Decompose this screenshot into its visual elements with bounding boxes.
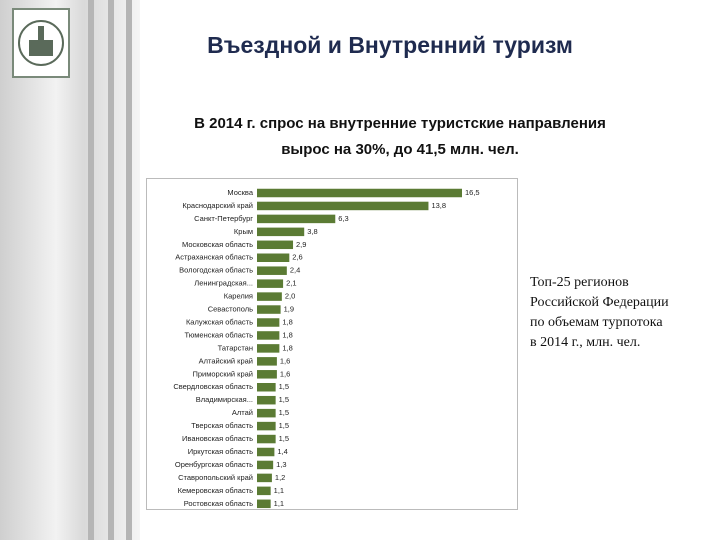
value-label: 1,5 [279,395,289,404]
value-label: 3,8 [307,227,317,236]
category-label: Ленинградская... [194,279,253,288]
bar [257,357,277,366]
bar [257,460,274,470]
caption-line: по объемам турпотока [530,315,663,330]
caption-line: Российской Федерации [530,295,669,310]
bar [257,266,287,275]
bar [257,240,294,250]
decor [88,0,94,540]
bar [257,499,271,509]
category-label: Калужская область [186,317,253,326]
value-label: 1,1 [274,486,284,495]
category-label: Тюменская область [184,330,253,339]
category-label: Ивановская область [182,434,253,443]
category-label: Ставропольский край [178,473,253,482]
bar [257,292,282,301]
logo-icon [18,20,64,66]
value-label: 2,1 [286,279,296,288]
side-strip [0,0,140,540]
value-label: 1,6 [280,369,290,378]
decor [126,0,132,540]
category-label: Астраханская область [175,253,253,262]
value-label: 1,5 [279,421,289,430]
decor [108,0,114,540]
value-label: 1,2 [275,473,285,482]
chart: Москва 16,5 Краснодарский край 13,8 Санкт-Пе… [146,178,518,510]
category-label: Ростовская область [184,499,253,508]
value-label: 1,8 [282,317,292,326]
bar [257,486,271,496]
caption-line: в 2014 г., млн. чел. [530,335,641,350]
category-label: Алтайский край [199,356,253,365]
value-label: 13,8 [431,201,446,210]
category-label: Карелия [224,292,253,301]
category-label: Алтай [232,408,253,417]
caption-line: Топ-25 регионов [530,275,629,290]
value-label: 6,3 [338,214,348,223]
bar [257,434,276,444]
value-label: 2,0 [285,292,295,301]
slide-title: Въездной и Внутренний туризм [207,32,573,58]
category-label: Краснодарский край [182,201,253,210]
value-label: 1,6 [280,356,290,365]
bar [257,331,280,340]
value-label: 1,5 [279,434,289,443]
value-label: 16,5 [465,188,480,197]
value-label: 1,5 [279,408,289,417]
value-label: 1,8 [282,343,292,352]
bar [257,473,272,483]
category-label: Оренбургская область [175,460,253,469]
category-label: Кемеровская область [178,486,253,495]
bar [257,201,429,211]
value-label: 1,4 [277,447,287,456]
value-label: 1,8 [282,330,292,339]
bar [257,395,276,405]
bar [257,253,290,262]
bar [257,227,305,237]
bar [257,305,281,314]
value-label: 1,1 [274,499,284,508]
category-label: Иркутская область [188,447,253,456]
value-label: 2,9 [296,240,306,249]
category-label: Татарстан [218,343,253,352]
logo [12,8,70,78]
bar [257,214,336,224]
category-label: Приморский край [192,369,253,378]
value-label: 1,9 [284,305,294,314]
bar [257,344,280,353]
category-label: Севастополь [208,305,253,314]
category-label: Москва [227,188,253,197]
bar [257,279,284,288]
bar [257,421,276,431]
category-label: Санкт-Петербург [194,214,253,223]
category-label: Московская область [182,240,253,249]
category-label: Свердловская область [173,382,253,391]
value-label: 1,3 [276,460,286,469]
chart-frame [146,178,518,510]
bar [257,188,462,198]
bar [257,383,276,392]
bar [257,447,275,457]
category-label: Владимирская... [196,395,253,404]
bar [257,370,277,379]
bar [257,318,280,327]
subtitle-line: В 2014 г. спрос на внутренние туристские… [194,115,606,132]
category-label: Крым [234,227,253,236]
category-label: Тверская область [191,421,253,430]
bar [257,408,276,418]
subtitle-line: вырос на 30%, до 41,5 млн. чел. [281,141,519,158]
value-label: 2,6 [292,253,302,262]
category-label: Вологодская область [179,266,253,275]
value-label: 1,5 [279,382,289,391]
value-label: 2,4 [290,266,300,275]
